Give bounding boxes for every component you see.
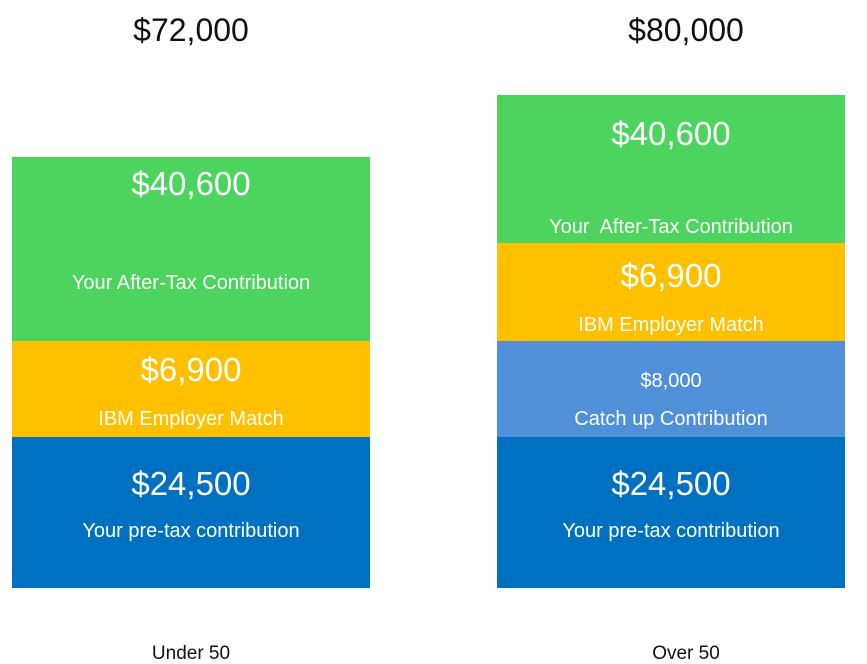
column-label: Under 50 (151, 643, 231, 664)
segment: $24,500 Your pre-tax contribution (497, 437, 845, 588)
segment-amount: $24,500 (611, 465, 731, 502)
segment-amount: $6,900 (620, 257, 722, 294)
segment-amount: $8,000 (640, 370, 702, 392)
segment-amount: $24,500 (131, 465, 251, 502)
segment-amount: $6,900 (140, 351, 242, 388)
segment: $40,600 Your After-Tax Contribution (12, 157, 370, 341)
segment: $40,600 Your After-Tax Contribution (497, 95, 845, 243)
segment-amount: $40,600 (611, 115, 731, 152)
column-total: $80,000 (628, 12, 744, 48)
segment-amount: $40,600 (131, 165, 251, 202)
segment: $6,900 IBM Employer Match (12, 341, 370, 437)
segment-label: Your After-Tax Contribution (549, 216, 793, 238)
segment-label: Catch up Contribution (574, 408, 768, 430)
segment-label: Your pre-tax contribution (562, 520, 780, 542)
segment: $6,900 IBM Employer Match (497, 243, 845, 341)
segment-label: Your After-Tax Contribution (71, 272, 311, 294)
column-label: Over 50 (652, 643, 720, 664)
segment-label: IBM Employer Match (98, 408, 284, 430)
segment-label: Your pre-tax contribution (82, 520, 300, 542)
segment: $8,000 Catch up Contribution (497, 341, 845, 437)
column-total: $72,000 (133, 12, 249, 48)
segment: $24,500 Your pre-tax contribution (12, 437, 370, 588)
segment-label: IBM Employer Match (578, 314, 764, 336)
